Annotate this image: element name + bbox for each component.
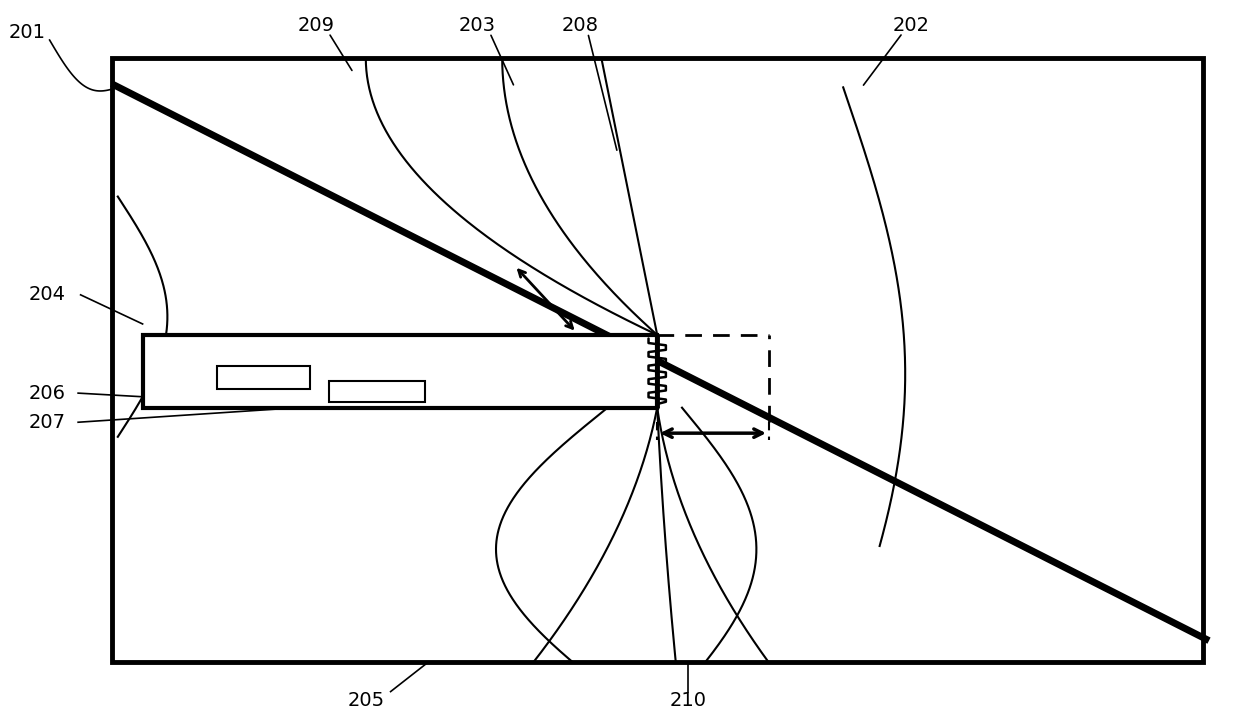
Text: 204: 204 <box>29 285 66 304</box>
Text: 203: 203 <box>459 16 496 35</box>
Bar <box>143 335 657 408</box>
Text: 208: 208 <box>562 16 599 35</box>
Text: 205: 205 <box>347 691 384 710</box>
Bar <box>112 58 1203 662</box>
Text: 207: 207 <box>29 413 66 432</box>
Text: 201: 201 <box>9 23 46 42</box>
Bar <box>217 366 310 389</box>
Text: 206: 206 <box>29 384 66 403</box>
Text: 202: 202 <box>893 16 930 35</box>
Text: 209: 209 <box>298 16 335 35</box>
Text: 210: 210 <box>670 691 707 710</box>
Bar <box>329 381 425 402</box>
